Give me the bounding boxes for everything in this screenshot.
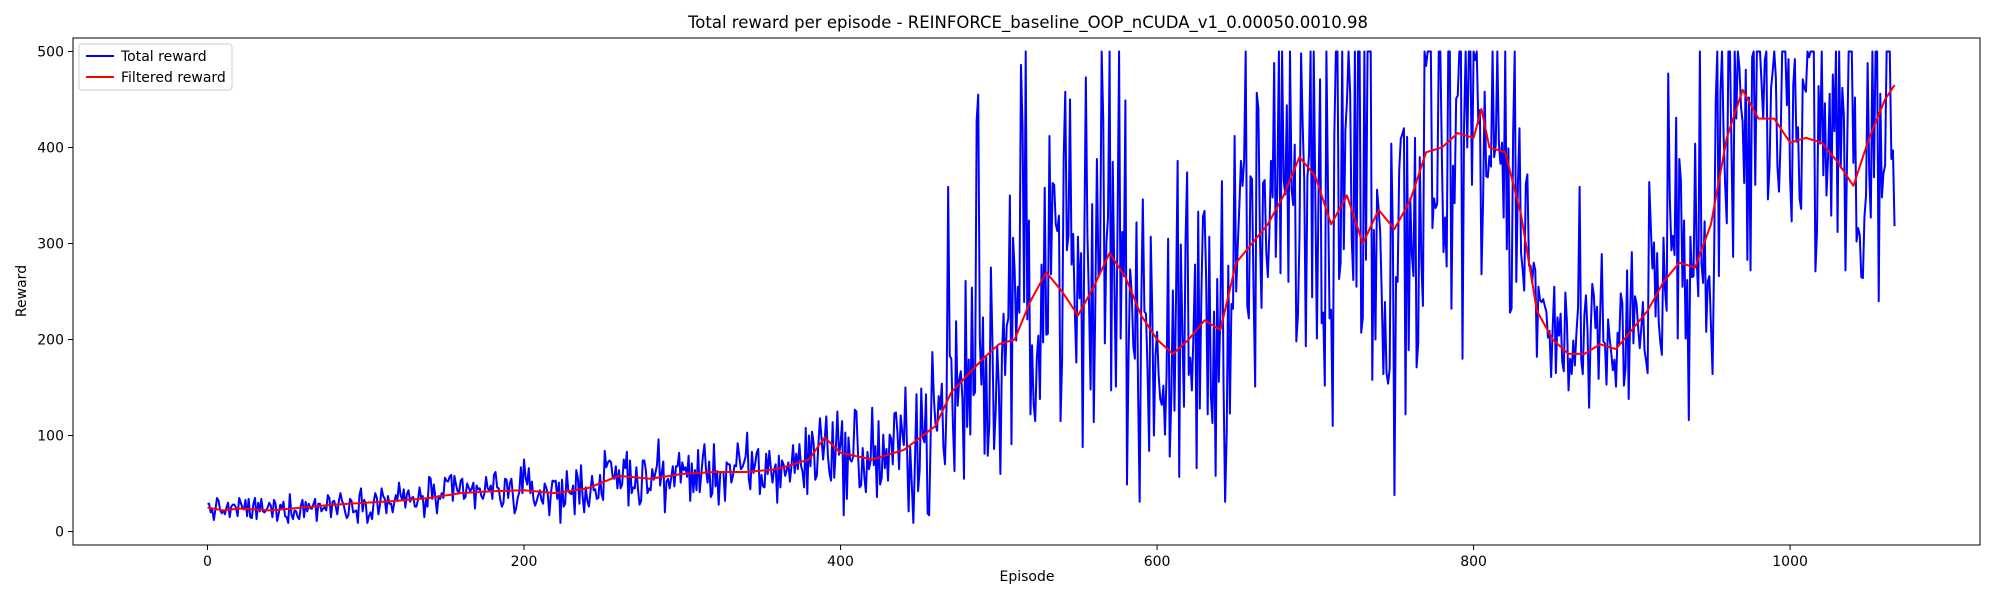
- y-axis-label: Reward: [14, 265, 30, 317]
- x-tick-label: 600: [1144, 554, 1171, 570]
- legend-label-filtered-reward: Filtered reward: [121, 70, 226, 86]
- y-tick-label: 400: [37, 140, 64, 156]
- y-tick-label: 200: [37, 333, 64, 349]
- legend-box: [78, 43, 233, 91]
- x-tick-label: 1000: [1772, 554, 1808, 570]
- y-tick-label: 0: [55, 525, 64, 541]
- x-axis-label: Episode: [1000, 569, 1055, 585]
- x-tick-label: 800: [1460, 554, 1487, 570]
- legend: Total reward Filtered reward: [78, 43, 233, 91]
- x-tick-label: 200: [511, 554, 538, 570]
- series-total-reward: [207, 50, 1896, 524]
- chart-title: Total reward per episode - REINFORCE_bas…: [687, 13, 1368, 33]
- y-tick-label: 300: [37, 236, 64, 252]
- y-tick-label: 100: [37, 429, 64, 445]
- plot-frame: [72, 37, 1981, 546]
- x-tick-label: 400: [827, 554, 854, 570]
- y-tick-label: 500: [37, 44, 64, 60]
- x-tick-label: 0: [203, 554, 212, 570]
- series-filtered-reward: [207, 84, 1896, 512]
- legend-label-total-reward: Total reward: [120, 49, 207, 65]
- series-layer: [207, 50, 1896, 524]
- x-axis: 0 200 400 600 800 1000: [203, 545, 1808, 570]
- plot-area: [72, 37, 1981, 546]
- y-axis: 0 100 200 300 400 500: [37, 44, 73, 541]
